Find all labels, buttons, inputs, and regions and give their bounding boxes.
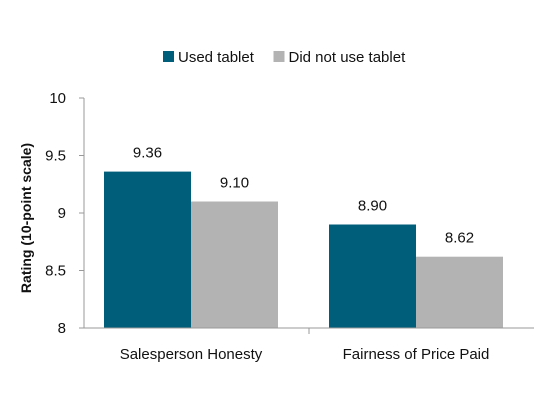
y-axis-title: Rating (10-point scale) <box>18 143 34 293</box>
y-axis-ticks: 8 8.5 9 9.5 10 <box>45 90 310 337</box>
y-tick-label: 10 <box>49 90 66 107</box>
data-label: 9.36 <box>133 145 162 162</box>
data-label: 9.10 <box>220 175 249 192</box>
bars <box>104 171 503 328</box>
data-label: 8.62 <box>445 230 474 247</box>
bar-did-not-use-tablet <box>191 201 278 328</box>
bar-did-not-use-tablet <box>416 256 503 328</box>
x-axis-labels: Salesperson Honesty Fairness of Price Pai… <box>120 346 490 363</box>
category-label: Salesperson Honesty <box>120 346 263 363</box>
y-tick-label: 8.5 <box>45 263 66 280</box>
y-tick-label: 9.5 <box>45 148 66 165</box>
legend-label: Used tablet <box>178 49 255 66</box>
category-label: Fairness of Price Paid <box>343 346 490 363</box>
legend-swatch <box>273 51 285 62</box>
y-tick-label: 8 <box>58 320 66 337</box>
legend-label: Did not use tablet <box>289 49 407 66</box>
y-tick-label: 9 <box>58 205 66 222</box>
legend-swatch <box>163 51 174 62</box>
legend: Used tablet Did not use tablet <box>163 49 406 66</box>
data-label: 8.90 <box>358 198 387 215</box>
data-labels: 9.36 9.10 8.90 8.62 <box>133 145 474 247</box>
bar-used-tablet <box>329 224 416 328</box>
bar-used-tablet <box>104 171 191 328</box>
